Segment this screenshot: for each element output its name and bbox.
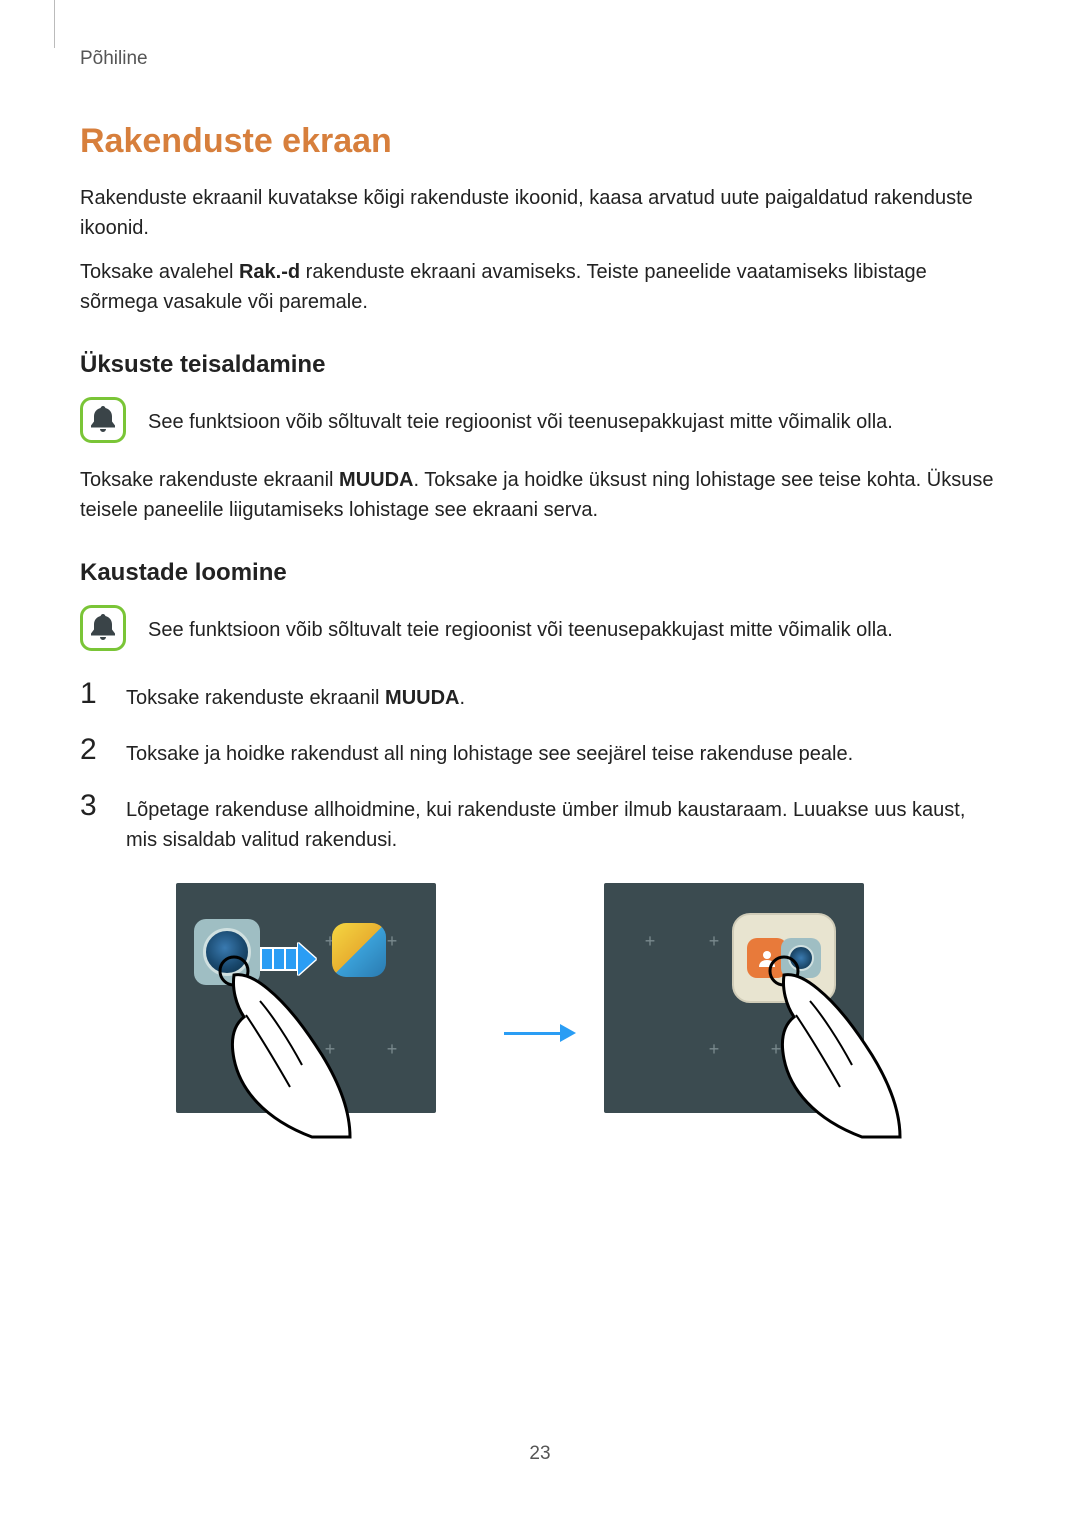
intro-paragraph-1: Rakenduste ekraanil kuvatakse kõigi rake… <box>80 183 1000 243</box>
touch-finger-icon <box>762 949 902 1139</box>
document-page: Põhiline Rakenduste ekraan Rakenduste ek… <box>0 0 1080 1505</box>
note-block-2: See funktsioon võib sõltuvalt teie regio… <box>80 605 1000 651</box>
step-list: 1 Toksake rakenduste ekraanil MUUDA. 2 T… <box>80 677 1000 855</box>
page-title: Rakenduste ekraan <box>80 122 1000 161</box>
placeholder-plus-icon: + <box>708 935 720 947</box>
placeholder-plus-icon: + <box>644 935 656 947</box>
note-text-1: See funktsioon võib sõltuvalt teie regio… <box>148 397 893 437</box>
intro-paragraph-2: Toksake avalehel Rak.-d rakenduste ekraa… <box>80 257 1000 317</box>
step-number: 2 <box>80 733 106 766</box>
step-number: 3 <box>80 789 106 822</box>
figure-panel-left: + + + + <box>176 883 476 1183</box>
page-number: 23 <box>80 1443 1000 1465</box>
breadcrumb: Põhiline <box>80 48 1000 70</box>
touch-finger-icon <box>212 949 352 1139</box>
step-number: 1 <box>80 677 106 710</box>
bell-icon <box>80 397 126 443</box>
section-heading-move: Üksuste teisaldamine <box>80 351 1000 379</box>
note-block-1: See funktsioon võib sõltuvalt teie regio… <box>80 397 1000 443</box>
move-paragraph: Toksake rakenduste ekraanil MUUDA. Toksa… <box>80 465 1000 525</box>
step-3: 3 Lõpetage rakenduse allhoidmine, kui ra… <box>80 789 1000 855</box>
section-heading-folders: Kaustade loomine <box>80 559 1000 587</box>
margin-rule <box>54 0 55 48</box>
note-text-2: See funktsioon võib sõltuvalt teie regio… <box>148 605 893 645</box>
placeholder-plus-icon: + <box>386 1043 398 1055</box>
step-1: 1 Toksake rakenduste ekraanil MUUDA. <box>80 677 1000 713</box>
instruction-figure: + + + + <box>80 883 1000 1183</box>
step-2: 2 Toksake ja hoidke rakendust all ning l… <box>80 733 1000 769</box>
transition-arrow-icon <box>504 1024 576 1042</box>
figure-panel-right: + + + + + <box>604 883 904 1183</box>
bell-icon <box>80 605 126 651</box>
placeholder-plus-icon: + <box>708 1043 720 1055</box>
placeholder-plus-icon: + <box>386 935 398 947</box>
